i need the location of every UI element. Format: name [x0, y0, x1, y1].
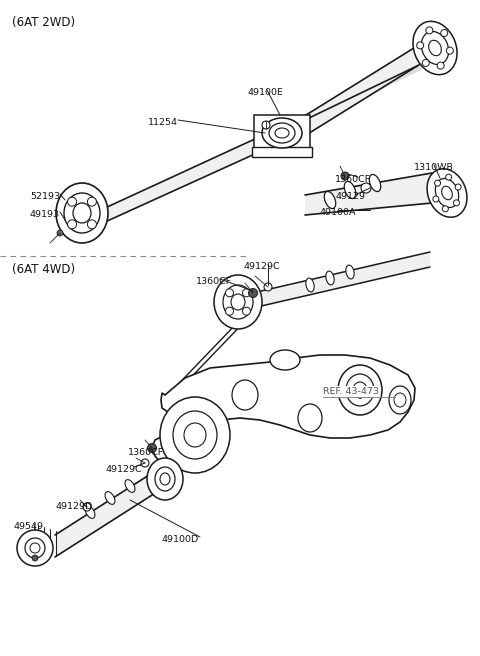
Ellipse shape	[56, 183, 108, 243]
Text: 1310WB: 1310WB	[414, 163, 454, 172]
Polygon shape	[290, 38, 430, 145]
Ellipse shape	[125, 480, 135, 493]
Circle shape	[141, 459, 149, 467]
Ellipse shape	[429, 40, 441, 56]
Circle shape	[226, 307, 233, 315]
Text: (6AT 2WD): (6AT 2WD)	[12, 16, 75, 29]
Circle shape	[443, 206, 448, 212]
Circle shape	[68, 197, 77, 206]
Circle shape	[262, 121, 270, 129]
Polygon shape	[244, 252, 430, 310]
Ellipse shape	[435, 178, 459, 207]
Text: 49129C: 49129C	[243, 262, 280, 271]
Polygon shape	[305, 173, 432, 215]
Ellipse shape	[413, 21, 457, 75]
Ellipse shape	[184, 423, 206, 447]
Ellipse shape	[173, 411, 217, 459]
Text: 49129: 49129	[335, 192, 365, 201]
Ellipse shape	[223, 285, 253, 319]
Circle shape	[341, 172, 349, 180]
Polygon shape	[254, 115, 310, 155]
Text: 1360CF: 1360CF	[335, 175, 371, 184]
Circle shape	[446, 47, 453, 54]
Ellipse shape	[160, 473, 170, 485]
Circle shape	[417, 42, 424, 49]
Circle shape	[433, 196, 439, 202]
Circle shape	[426, 27, 433, 34]
Ellipse shape	[346, 265, 354, 279]
Ellipse shape	[155, 467, 175, 491]
Ellipse shape	[231, 294, 245, 310]
Circle shape	[249, 289, 257, 298]
Ellipse shape	[270, 350, 300, 370]
Ellipse shape	[275, 128, 289, 138]
Text: 49129C: 49129C	[106, 465, 143, 474]
Circle shape	[87, 220, 96, 229]
Ellipse shape	[73, 203, 91, 223]
Ellipse shape	[394, 393, 406, 407]
Ellipse shape	[353, 382, 367, 398]
Circle shape	[422, 60, 429, 66]
Circle shape	[17, 530, 53, 566]
Text: 1360CF: 1360CF	[196, 277, 232, 286]
Circle shape	[242, 307, 251, 315]
Circle shape	[242, 289, 251, 297]
Circle shape	[437, 62, 444, 69]
Polygon shape	[252, 147, 312, 157]
Ellipse shape	[346, 374, 374, 406]
Text: 52193: 52193	[30, 192, 60, 201]
Circle shape	[83, 503, 91, 511]
Ellipse shape	[421, 31, 449, 64]
Ellipse shape	[442, 186, 452, 200]
Text: 49549: 49549	[14, 522, 44, 531]
Ellipse shape	[262, 118, 302, 148]
Text: (6AT 4WD): (6AT 4WD)	[12, 263, 75, 276]
Ellipse shape	[326, 271, 334, 285]
Ellipse shape	[269, 123, 295, 143]
Ellipse shape	[369, 174, 381, 192]
Polygon shape	[105, 138, 257, 222]
Circle shape	[264, 283, 272, 291]
Ellipse shape	[306, 278, 314, 292]
Text: 49193: 49193	[30, 210, 60, 219]
Ellipse shape	[338, 365, 382, 415]
Circle shape	[147, 443, 156, 453]
Circle shape	[361, 183, 371, 193]
Ellipse shape	[298, 404, 322, 432]
Text: 49100D: 49100D	[162, 535, 199, 544]
Ellipse shape	[147, 458, 183, 500]
Text: REF. 43-473: REF. 43-473	[323, 387, 379, 396]
Text: 11254: 11254	[148, 118, 178, 127]
Text: 49100A: 49100A	[319, 208, 356, 217]
Circle shape	[87, 197, 96, 206]
Circle shape	[441, 30, 448, 37]
Ellipse shape	[85, 506, 95, 518]
Ellipse shape	[232, 380, 258, 410]
Ellipse shape	[389, 386, 411, 414]
Ellipse shape	[105, 491, 115, 504]
Circle shape	[455, 184, 461, 190]
Circle shape	[226, 289, 233, 297]
Ellipse shape	[427, 169, 467, 217]
Circle shape	[30, 543, 40, 553]
Circle shape	[434, 180, 441, 186]
Ellipse shape	[324, 192, 336, 209]
Circle shape	[454, 200, 459, 206]
Circle shape	[32, 555, 38, 561]
Polygon shape	[152, 355, 415, 468]
Circle shape	[57, 230, 63, 236]
Text: 49129D: 49129D	[55, 502, 92, 511]
Circle shape	[68, 220, 77, 229]
Ellipse shape	[64, 193, 100, 233]
Ellipse shape	[344, 182, 356, 199]
Circle shape	[445, 174, 452, 180]
Text: 1360CF: 1360CF	[128, 448, 164, 457]
Ellipse shape	[160, 397, 230, 473]
Text: REF. 43-473: REF. 43-473	[323, 387, 379, 396]
Circle shape	[25, 538, 45, 558]
Text: 49100E: 49100E	[248, 88, 284, 97]
Ellipse shape	[214, 275, 262, 329]
Polygon shape	[55, 468, 160, 557]
